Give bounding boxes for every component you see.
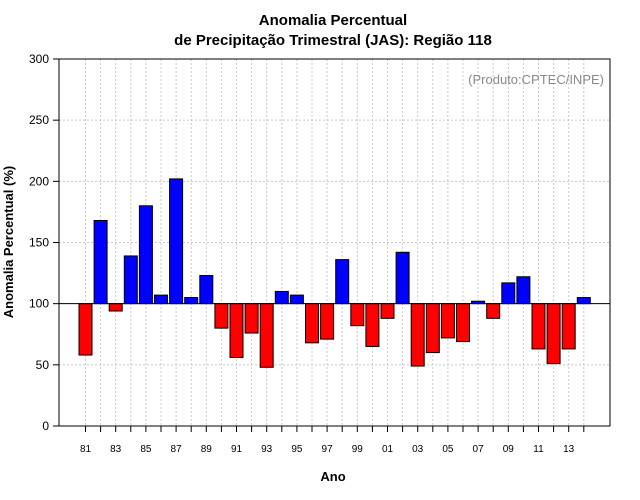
bar-98 <box>335 259 350 305</box>
bar-14 <box>576 297 591 305</box>
y-axis: 0 50 100 150 200 250 300 <box>29 52 59 433</box>
x-tick-label: 03 <box>412 444 424 455</box>
bar-99 <box>350 303 365 327</box>
bar-05 <box>440 303 455 339</box>
x-tick-label: 81 <box>80 444 92 455</box>
bar-83 <box>108 303 123 312</box>
y-tick-label: 300 <box>29 52 49 66</box>
bar-02 <box>395 251 410 305</box>
x-tick-label: 85 <box>140 444 152 455</box>
x-tick-label: 09 <box>503 444 515 455</box>
x-tick-label: 99 <box>352 444 364 455</box>
y-tick-label: 0 <box>42 419 49 433</box>
bar-00 <box>365 303 380 347</box>
x-tick-label: 11 <box>533 444 544 455</box>
bar-84 <box>123 255 138 305</box>
y-tick-label: 250 <box>29 113 49 127</box>
bar-11 <box>531 303 546 350</box>
bar-10 <box>516 276 531 305</box>
y-tick-label: 100 <box>29 297 49 311</box>
x-axis: 81 83 85 87 89 91 93 95 97 99 01 03 05 07 09 11 13 <box>80 426 585 455</box>
y-tick-label: 150 <box>29 236 49 250</box>
bar-03 <box>410 303 425 367</box>
x-tick-label: 93 <box>261 444 273 455</box>
bar-90 <box>214 303 229 329</box>
x-axis-label: Ano <box>320 469 345 484</box>
bar-81 <box>78 303 93 356</box>
x-tick-label: 95 <box>291 444 303 455</box>
bar-08 <box>486 303 501 319</box>
bar-91 <box>229 303 244 358</box>
bar-86 <box>154 294 168 305</box>
bar-01 <box>380 303 395 319</box>
bar-92 <box>244 303 259 334</box>
chart-title-line1: Anomalia Percentual <box>259 12 407 29</box>
bar-04 <box>425 303 440 354</box>
bar-93 <box>259 303 274 368</box>
bar-87 <box>169 178 184 305</box>
bar-82 <box>93 219 108 305</box>
bar-88 <box>184 297 199 305</box>
x-tick-label: 87 <box>171 444 183 455</box>
bars <box>78 178 591 368</box>
source-annotation: (Produto:CPTEC/INPE) <box>468 72 604 87</box>
bar-06 <box>456 303 470 343</box>
x-tick-label: 83 <box>110 444 122 455</box>
y-tick-label: 200 <box>29 174 49 188</box>
bar-95 <box>289 294 304 305</box>
bar-13 <box>561 303 576 350</box>
x-tick-label: 13 <box>563 444 575 455</box>
x-tick-label: 05 <box>442 444 454 455</box>
bar-94 <box>274 290 289 305</box>
chart-title-line2: de Precipitação Trimestral (JAS): Região… <box>174 32 492 49</box>
bar-85 <box>138 205 153 305</box>
x-tick-label: 89 <box>201 444 213 455</box>
x-tick-label: 97 <box>322 444 334 455</box>
bar-96 <box>305 303 319 344</box>
bar-97 <box>320 303 335 340</box>
bar-89 <box>199 275 214 305</box>
bar-09 <box>501 282 516 305</box>
y-axis-label: Anomalia Percentual (%) <box>1 166 16 318</box>
x-tick-label: 91 <box>231 444 243 455</box>
bar-12 <box>546 303 561 365</box>
y-tick-label: 50 <box>36 358 50 372</box>
x-tick-label: 01 <box>382 444 394 455</box>
x-tick-label: 07 <box>473 444 485 455</box>
grid <box>59 59 610 426</box>
